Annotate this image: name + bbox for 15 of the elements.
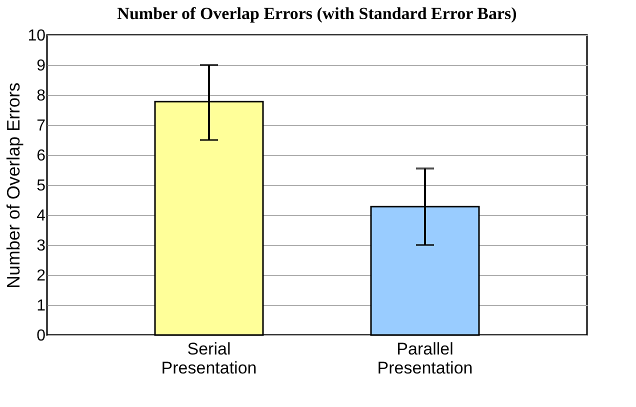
y-tick-label: 4 bbox=[36, 208, 46, 224]
y-tick-label: 2 bbox=[36, 268, 46, 284]
x-tick-label: Parallel Presentation bbox=[377, 340, 473, 378]
y-tick-label: 10 bbox=[28, 28, 46, 44]
y-axis-title: Number of Overlap Errors bbox=[4, 82, 24, 289]
y-tick-label: 3 bbox=[36, 238, 46, 254]
x-tick-label: Serial Presentation bbox=[161, 340, 257, 378]
y-tick-label: 8 bbox=[36, 88, 46, 104]
y-tick-label: 7 bbox=[36, 118, 46, 134]
y-tick-label: 0 bbox=[36, 328, 46, 344]
y-tick-label: 5 bbox=[36, 178, 46, 194]
chart-title: Number of Overlap Errors (with Standard Error Bars) bbox=[117, 4, 517, 23]
y-tick-label: 1 bbox=[36, 298, 46, 314]
y-tick-label: 9 bbox=[36, 58, 46, 74]
y-tick-label: 6 bbox=[36, 148, 46, 164]
